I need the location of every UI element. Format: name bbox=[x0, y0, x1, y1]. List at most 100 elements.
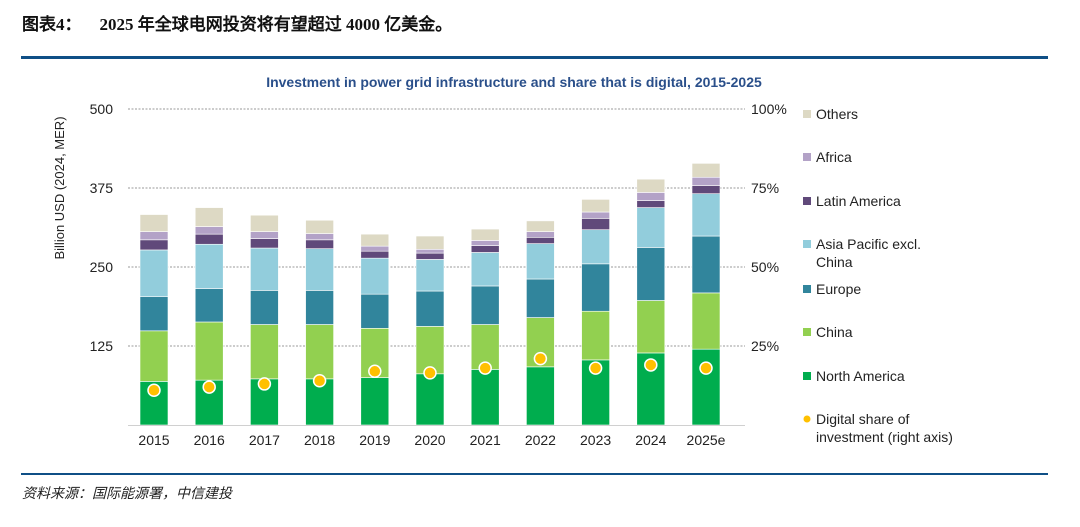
bar-segment-europe bbox=[636, 247, 666, 301]
bar-segment-asia-pacific-excl-china bbox=[636, 207, 666, 248]
bar-segment-latin-america bbox=[581, 218, 610, 231]
bar-segment-latin-america bbox=[415, 252, 445, 260]
x-tick-label: 2024 bbox=[635, 432, 666, 448]
bar-segment-asia-pacific-excl-china bbox=[194, 243, 224, 289]
bar-segment-china bbox=[305, 324, 334, 380]
bar-segment-asia-pacific-excl-china bbox=[139, 249, 169, 298]
bar-stack-2023 bbox=[581, 199, 610, 426]
digital-share-points bbox=[147, 351, 713, 397]
y-axis-ticks: 125 250 375 500 bbox=[90, 101, 114, 354]
bar-segment-latin-america bbox=[691, 185, 721, 194]
bar-segment-china bbox=[415, 326, 445, 375]
bar-segment-china bbox=[194, 321, 224, 381]
bar-segment-china bbox=[636, 300, 666, 354]
x-tick-label: 2019 bbox=[359, 432, 390, 448]
legend-item: Digital share of investment (right axis) bbox=[803, 411, 953, 445]
legend-item: China bbox=[803, 324, 853, 340]
bar-segment-north-america bbox=[360, 377, 390, 426]
bar-segment-europe bbox=[691, 235, 721, 294]
bar-segment-asia-pacific-excl-china bbox=[305, 248, 334, 291]
bar-segment-others bbox=[470, 228, 500, 241]
bar-segment-north-america bbox=[415, 373, 445, 426]
bar-segment-africa bbox=[526, 231, 555, 238]
legend-marker-square bbox=[803, 372, 811, 380]
x-tick-label: 2016 bbox=[194, 432, 225, 448]
bar-segment-latin-america bbox=[139, 239, 169, 251]
bar-segment-latin-america bbox=[470, 245, 500, 253]
bar-segment-africa bbox=[636, 192, 666, 201]
bar-segment-europe bbox=[470, 285, 500, 325]
bar-segment-africa bbox=[360, 245, 390, 252]
bar-segment-north-america bbox=[470, 369, 500, 426]
bar-segment-north-america bbox=[526, 366, 555, 426]
bar-segment-others bbox=[526, 220, 555, 232]
y-tick-label: 125 bbox=[90, 338, 114, 354]
bar-segment-asia-pacific-excl-china bbox=[581, 229, 610, 265]
legend-label: Latin America bbox=[816, 193, 901, 209]
bar-segment-china bbox=[139, 330, 169, 382]
bar-segment-europe bbox=[581, 263, 610, 312]
legend-label: Digital share of bbox=[816, 411, 909, 427]
bar-segment-asia-pacific-excl-china bbox=[526, 243, 555, 280]
bar-stack-2016 bbox=[194, 207, 224, 426]
bar-segment-africa bbox=[691, 176, 721, 186]
legend-marker-square bbox=[803, 153, 811, 161]
bar-segment-others bbox=[139, 214, 169, 232]
bar-segment-europe bbox=[139, 296, 169, 332]
bar-segment-china bbox=[250, 324, 279, 380]
legend-marker-square bbox=[803, 110, 811, 118]
digital-share-point bbox=[202, 380, 216, 394]
chart-title: Investment in power grid infrastructure … bbox=[266, 74, 762, 90]
digital-share-point bbox=[147, 383, 161, 397]
bar-segment-latin-america bbox=[194, 233, 224, 245]
figure-label: 图表4： bbox=[22, 15, 82, 34]
x-tick-label: 2021 bbox=[470, 432, 501, 448]
bar-stack-2017 bbox=[250, 214, 279, 426]
y-tick-label: 500 bbox=[90, 101, 114, 117]
legend-marker-square bbox=[803, 240, 811, 248]
bar-segment-africa bbox=[139, 231, 169, 241]
x-tick-label: 2017 bbox=[249, 432, 280, 448]
bar-stack-2025e bbox=[691, 163, 721, 426]
legend-label: Europe bbox=[816, 281, 861, 297]
legend-label: Africa bbox=[816, 149, 852, 165]
legend-item: Others bbox=[803, 106, 858, 122]
bar-segment-africa bbox=[305, 233, 334, 241]
bar-stack-2022 bbox=[526, 220, 555, 426]
y-tick-label: 250 bbox=[90, 259, 114, 275]
bar-segment-others bbox=[691, 163, 721, 178]
x-tick-label: 2022 bbox=[525, 432, 556, 448]
figure-title-text: 2025 年全球电网投资将有望超过 4000 亿美金。 bbox=[99, 15, 453, 34]
legend-item: North America bbox=[803, 368, 905, 384]
bar-segment-others bbox=[250, 214, 279, 232]
bar-segment-africa bbox=[250, 231, 279, 239]
bar-segment-china bbox=[691, 292, 721, 350]
bar-segment-europe bbox=[305, 290, 334, 325]
source-note: 资料来源：国际能源署，中信建投 bbox=[22, 487, 232, 502]
bar-segment-others bbox=[194, 207, 224, 227]
legend-label: Others bbox=[816, 106, 858, 122]
digital-share-point bbox=[478, 361, 492, 375]
legend-item: Europe bbox=[803, 281, 861, 297]
legend-marker-square bbox=[803, 285, 811, 293]
bar-segment-europe bbox=[250, 290, 279, 325]
y2-axis-ticks: 25% 50% 75% 100% bbox=[751, 101, 787, 354]
legend-label: China bbox=[816, 324, 853, 340]
y2-tick-label: 75% bbox=[751, 180, 779, 196]
digital-share-point bbox=[644, 358, 658, 372]
bar-segment-africa bbox=[415, 249, 445, 254]
legend-label-line2: investment (right axis) bbox=[816, 429, 953, 445]
bar-stack-2015 bbox=[139, 214, 169, 426]
bar-segment-asia-pacific-excl-china bbox=[360, 257, 390, 295]
bar-segment-latin-america bbox=[636, 200, 666, 208]
figure-title: 图表4： 2025 年全球电网投资将有望超过 4000 亿美金。 bbox=[22, 10, 452, 35]
bottom-divider bbox=[21, 473, 1048, 475]
legend: Others Africa Latin America Asia Pacific ex… bbox=[803, 106, 953, 445]
legend-label: North America bbox=[816, 368, 905, 384]
bar-segment-others bbox=[415, 235, 445, 250]
bar-segment-others bbox=[636, 178, 666, 193]
digital-share-point bbox=[588, 361, 603, 375]
legend-label: Asia Pacific excl. bbox=[816, 236, 921, 252]
bar-stack-2020 bbox=[415, 235, 445, 426]
